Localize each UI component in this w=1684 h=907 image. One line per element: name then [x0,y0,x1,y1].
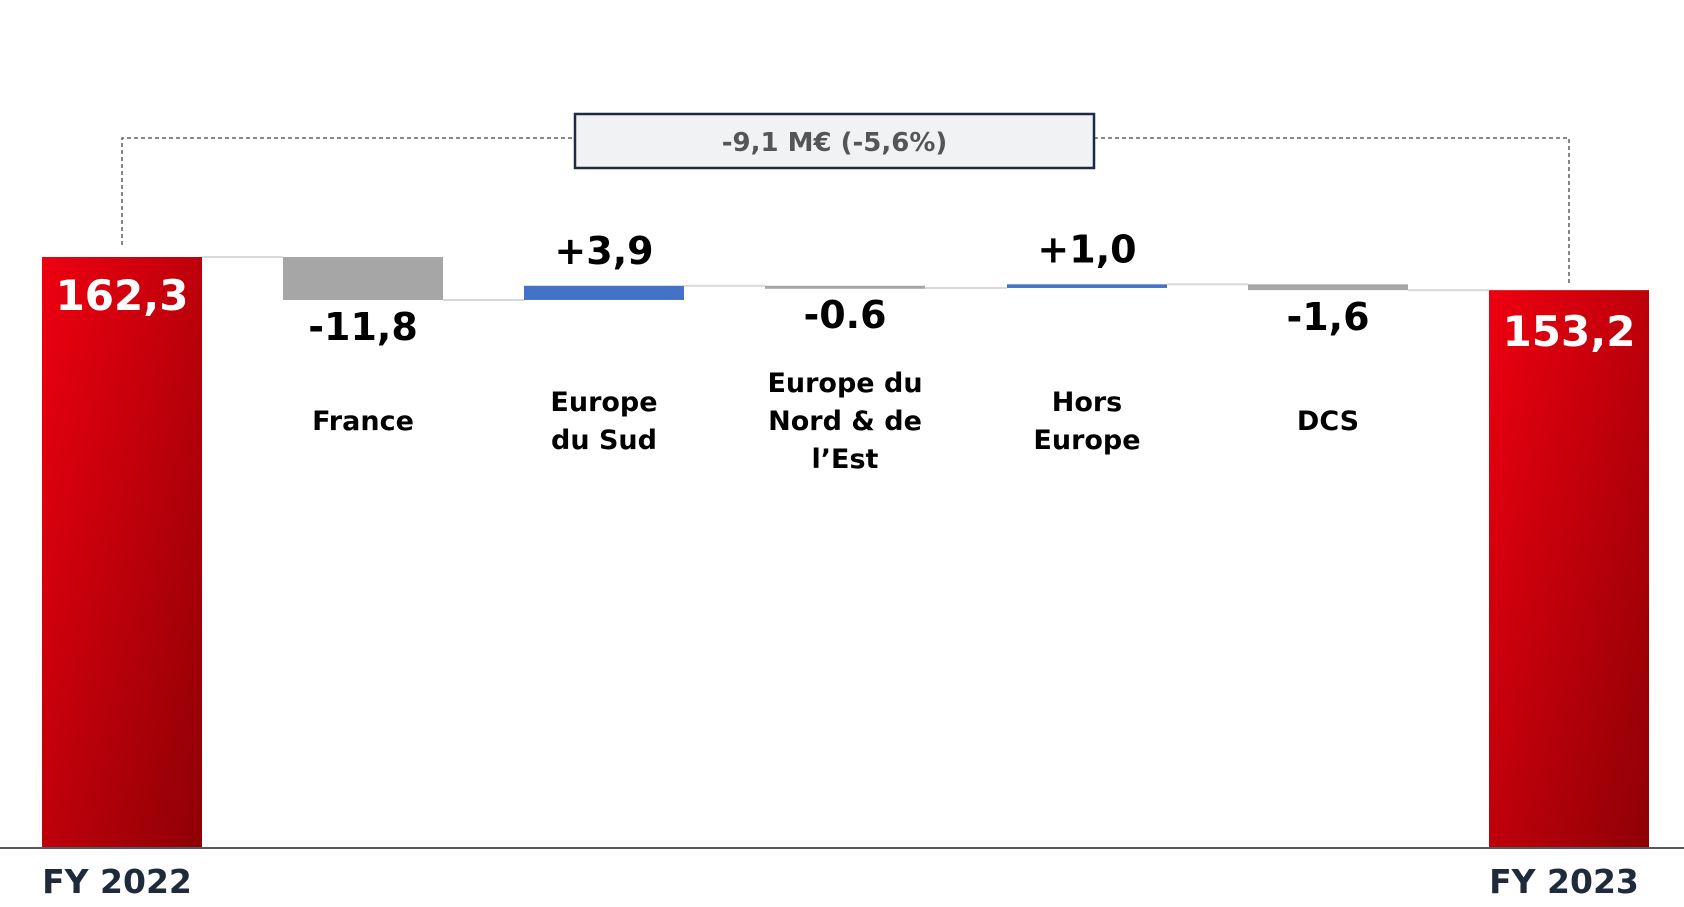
value-label-europe-du-nord-de-l-est: -0.6 [803,293,886,337]
value-label-europe-du-sud: +3,9 [554,229,653,273]
difference-bracket-left [121,137,575,245]
difference-annotation-box [573,112,1096,170]
category-label-line: DCS [1297,406,1359,437]
axis-label-fy-2023: FY 2023 [1489,862,1639,901]
bar-europe-du-nord-de-l-est [765,285,925,289]
category-label-line: Europe du [767,368,922,399]
category-label-line: Europe [550,387,657,418]
bar-fy-2022 [42,257,202,848]
category-label-europe-du-nord-de-l-est: Europe du Nord & de l’Est [767,368,922,475]
value-label-fy-2023: 153,2 [1503,307,1636,356]
category-label-line: Nord & de [768,406,922,437]
category-label-dcs: DCS [1297,406,1359,437]
value-label-hors-europe: +1,0 [1037,227,1136,271]
category-label-europe-du-sud: Europe du Sud [550,387,657,456]
bar-fy-2023 [1489,290,1649,848]
category-label-line: France [312,406,414,437]
category-label-line: Hors [1052,387,1123,418]
category-label-line: Europe [1033,425,1140,456]
axis-label-fy-2022: FY 2022 [42,862,192,901]
category-label-line: l’Est [812,444,879,475]
difference-annotation-text: -9,1 M€ (-5,6%) [722,128,948,158]
bar-europe-du-sud [524,285,684,300]
bar-dcs [1248,284,1408,291]
bar-hors-europe [1007,284,1167,288]
difference-bracket-right [1094,137,1570,285]
value-label-france: -11,8 [308,305,418,349]
category-label-line: du Sud [551,425,657,456]
bar-france [283,257,443,300]
category-label-hors-europe: Hors Europe [1033,387,1140,456]
value-label-dcs: -1,6 [1286,295,1369,339]
category-label-france: France [312,406,414,437]
value-label-fy-2022: 162,3 [56,271,189,320]
